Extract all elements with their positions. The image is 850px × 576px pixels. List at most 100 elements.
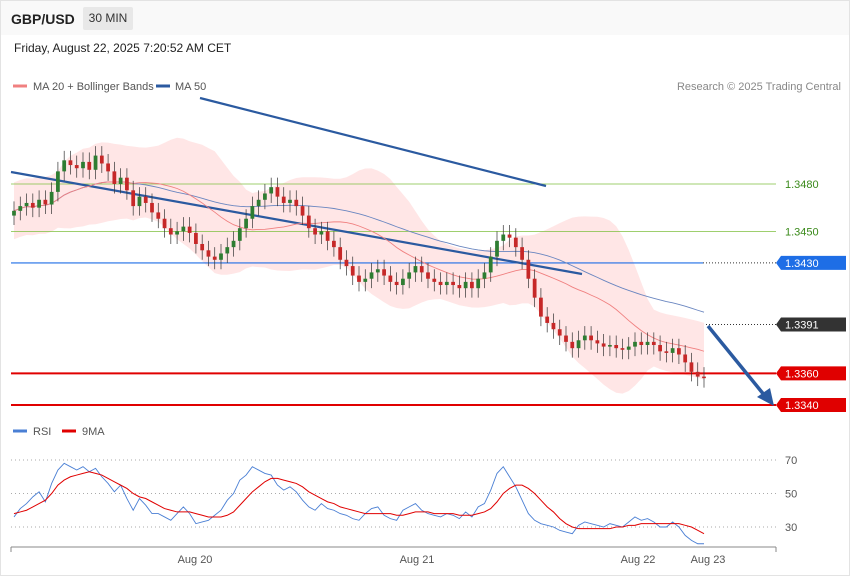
candle-body [526, 259, 531, 279]
ma9-legend-label: 9MA [82, 426, 105, 438]
candle-body [375, 269, 380, 273]
candle-body [582, 335, 587, 341]
rsi-ma9-line [13, 471, 705, 535]
candle-body [93, 155, 98, 170]
rsi-line [13, 462, 704, 545]
candle-body [288, 199, 292, 203]
candle-body [225, 247, 230, 254]
candle-body [601, 343, 606, 347]
candle-body [394, 281, 399, 286]
candle-body [99, 155, 104, 164]
candle-body [645, 341, 650, 346]
candle-body [156, 212, 161, 219]
channel-upper-line [199, 96, 547, 188]
candle-body [589, 335, 593, 341]
candle-body [231, 240, 236, 248]
candle-body [181, 226, 186, 232]
candle-body [683, 354, 688, 363]
ma50-legend-label: MA 50 [175, 81, 206, 93]
credit-text: Research © 2025 Trading Central [677, 81, 841, 93]
candle-body [150, 202, 154, 213]
candle-body [438, 281, 443, 286]
ma20-legend-swatch [13, 84, 27, 88]
candle-body [551, 322, 556, 330]
level-tag [776, 255, 846, 270]
candle-body [187, 226, 192, 233]
main-legend: MA 20 + Bollinger Bands MA 50 Research ©… [13, 81, 841, 93]
candle-body [401, 278, 405, 286]
candle-body [507, 234, 512, 238]
level-tag-label: 1.3340 [785, 400, 819, 412]
candle-body [570, 341, 575, 349]
level-tag-label: 1.3360 [785, 368, 819, 380]
candle-body [43, 199, 48, 205]
candle-body [419, 266, 424, 273]
candle-body [87, 161, 92, 170]
candle-body [256, 199, 261, 207]
candle-body [413, 266, 418, 273]
rsi-legend-swatch [13, 429, 27, 433]
chart-datetime: Friday, August 22, 2025 7:20:52 AM CET [14, 41, 232, 55]
candle-body [677, 348, 681, 355]
candle-body [532, 278, 537, 298]
candle-body [488, 256, 493, 273]
time-axis: Aug 20 Aug 21 Aug 22 Aug 23 [10, 546, 777, 566]
candle-body [194, 232, 198, 244]
candle-body [344, 259, 349, 267]
candle-body [689, 362, 694, 372]
candle-body [244, 218, 248, 229]
ma50-legend-swatch [156, 84, 170, 88]
ma9-legend-swatch [62, 429, 76, 433]
candle-body [520, 247, 524, 260]
candle-body [212, 256, 217, 260]
candle-body [30, 202, 35, 208]
candle-body [81, 161, 85, 169]
currency-pair: GBP/USD [11, 11, 75, 27]
candle-body [281, 196, 286, 203]
candle-body [595, 340, 600, 344]
candle-body [695, 371, 700, 377]
candle-body [263, 193, 267, 200]
candle-body [250, 206, 255, 219]
candle-body [670, 348, 675, 353]
candle-body [24, 202, 29, 207]
candle-body [633, 341, 637, 347]
candle-body [313, 228, 317, 235]
candle-body [125, 177, 129, 191]
timeframe-button[interactable]: 30 MIN [83, 7, 133, 30]
ma20-line [13, 181, 705, 352]
candle-body [407, 272, 412, 279]
candle-body [219, 253, 223, 260]
candle-body [388, 275, 393, 282]
candle-body [206, 250, 211, 257]
rsi-legend-label: RSI [33, 426, 51, 438]
x-tick-label: Aug 22 [621, 554, 656, 566]
candle-body [112, 171, 117, 184]
candle-body [162, 218, 167, 229]
candle-body [168, 228, 173, 235]
candle-body [118, 177, 123, 184]
candle-body [495, 240, 499, 257]
candle-body [137, 196, 142, 207]
candle-body [175, 231, 179, 235]
level-label: 1.3480 [785, 179, 819, 191]
level-tag [776, 398, 846, 412]
candle-body [369, 272, 374, 279]
rsi-tick-label: 50 [785, 489, 797, 501]
candle-body [457, 285, 462, 289]
level-tag-label: 1.3391 [785, 319, 819, 331]
candle-body [106, 163, 110, 172]
candle-body [557, 329, 562, 336]
candle-body [319, 231, 324, 235]
top-bar [1, 1, 849, 35]
rsi-tick-label: 70 [785, 455, 797, 467]
candle-body [539, 297, 543, 317]
candle-body [470, 281, 474, 289]
candle-body [294, 199, 299, 207]
candle-body [545, 316, 550, 323]
candle-body [426, 272, 430, 279]
level-tag [776, 317, 846, 332]
candle-body [639, 341, 644, 346]
candle-body [332, 240, 336, 248]
forecast-arrow-head [757, 388, 774, 406]
